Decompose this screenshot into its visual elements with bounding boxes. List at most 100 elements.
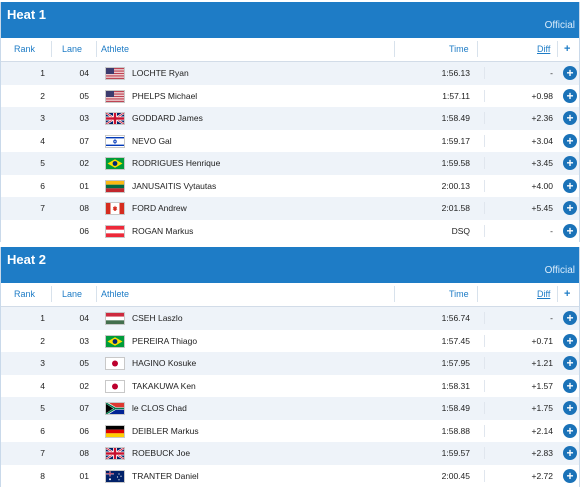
time-cell: DSQ — [451, 225, 470, 236]
table-row[interactable]: 1 04 CSEH Laszlo 1:56.74 - + — [1, 307, 579, 330]
expand-row-plus-icon[interactable]: + — [563, 311, 577, 325]
diff-cell: +2.36 — [531, 113, 553, 123]
diff-cell: - — [550, 313, 553, 323]
athlete-name[interactable]: HAGINO Kosuke — [132, 358, 197, 368]
table-row[interactable]: 6 06 DEIBLER Markus 1:58.88 +2.14 + — [1, 419, 579, 442]
athlete-name[interactable]: JANUSAITIS Vytautas — [132, 180, 217, 191]
rank-cell: 4 — [40, 135, 45, 146]
rank-cell: 6 — [40, 180, 45, 191]
col-lane[interactable]: Lane — [62, 289, 83, 299]
cell-divider — [484, 447, 485, 459]
athlete-name[interactable]: CSEH Laszlo — [132, 313, 183, 323]
time-cell: 1:56.13 — [441, 68, 470, 78]
col-athlete[interactable]: Athlete — [101, 289, 130, 299]
jpn-flag-icon — [105, 379, 125, 393]
isr-flag-icon — [105, 134, 125, 148]
column-divider — [96, 286, 97, 302]
expand-row-plus-icon[interactable]: + — [563, 66, 577, 80]
athlete-name[interactable]: le CLOS Chad — [132, 403, 187, 413]
expand-row-plus-icon[interactable]: + — [563, 88, 577, 103]
aut-flag-icon — [105, 224, 125, 238]
column-divider — [477, 41, 478, 57]
cell-divider — [484, 402, 485, 414]
table-row[interactable]: 4 07 NEVO Gal 1:59.17 +3.04 + — [1, 129, 579, 152]
cell-divider — [484, 67, 485, 79]
lane-cell: 06 — [79, 225, 89, 236]
expand-row-plus-icon[interactable]: + — [563, 333, 577, 348]
column-divider — [557, 41, 558, 57]
jpn-flag-icon — [105, 357, 125, 370]
heat-status: Official — [544, 265, 575, 276]
athlete-name[interactable]: PHELPS Michael — [132, 90, 198, 101]
expand-all-icon[interactable]: + — [564, 288, 571, 300]
col-diff[interactable]: Diff — [537, 44, 551, 54]
cell-divider — [484, 202, 485, 214]
expand-row-plus-icon[interactable]: + — [563, 201, 577, 215]
athlete-name[interactable]: TRANTER Daniel — [132, 470, 199, 481]
col-lane[interactable]: Lane — [62, 44, 83, 54]
col-rank[interactable]: Rank — [14, 44, 36, 54]
lane-cell: 07 — [79, 135, 89, 146]
cell-divider — [484, 157, 485, 169]
expand-row-plus-icon[interactable]: + — [563, 378, 577, 393]
lane-cell: 04 — [79, 68, 89, 78]
expand-all-icon[interactable]: + — [564, 43, 571, 55]
athlete-name[interactable]: FORD Andrew — [132, 203, 187, 213]
table-row[interactable]: 2 03 PEREIRA Thiago 1:57.45 +0.71 + — [1, 329, 579, 352]
athlete-name[interactable]: ROGAN Markus — [132, 225, 194, 236]
table-row[interactable]: 06 ROGAN Markus DSQ - + — [1, 219, 579, 242]
table-row[interactable]: 7 08 FORD Andrew 2:01.58 +5.45 + — [1, 197, 579, 220]
heat-1-table: Heat 1 Official Rank Lane Athlete Time D… — [0, 2, 580, 242]
athlete-name[interactable]: TAKAKUWA Ken — [132, 380, 196, 391]
rsa-flag-icon — [105, 402, 125, 415]
expand-row-plus-icon[interactable]: + — [563, 133, 577, 148]
athlete-name[interactable]: ROEBUCK Joe — [132, 448, 191, 458]
lane-cell: 07 — [79, 403, 89, 413]
expand-row-plus-icon[interactable]: + — [563, 401, 577, 415]
table-row[interactable]: 8 01 TRANTER Daniel 2:00.45 +2.72 + — [1, 464, 579, 487]
athlete-name[interactable]: NEVO Gal — [132, 135, 172, 146]
usa-flag-icon — [105, 89, 125, 103]
athlete-name[interactable]: PEREIRA Thiago — [132, 335, 198, 346]
expand-row-plus-icon[interactable]: + — [563, 223, 577, 238]
column-headers: Rank Lane Athlete Time Diff + — [1, 38, 579, 62]
athlete-name[interactable]: GODDARD James — [132, 113, 203, 123]
athlete-name[interactable]: RODRIGUES Henrique — [132, 158, 221, 168]
rank-cell: 3 — [40, 113, 45, 123]
diff-cell: - — [550, 225, 553, 236]
time-cell: 1:57.95 — [441, 358, 470, 368]
table-row[interactable]: 3 05 HAGINO Kosuke 1:57.95 +1.21 + — [1, 352, 579, 375]
rank-cell: 7 — [40, 448, 45, 458]
col-diff[interactable]: Diff — [537, 289, 551, 299]
table-row[interactable]: 2 05 PHELPS Michael 1:57.11 +0.98 + — [1, 84, 579, 107]
athlete-name[interactable]: LOCHTE Ryan — [132, 68, 189, 78]
table-row[interactable]: 7 08 ROEBUCK Joe 1:59.57 +2.83 + — [1, 442, 579, 465]
table-row[interactable]: 5 07 le CLOS Chad 1:58.49 +1.75 + — [1, 397, 579, 420]
table-row[interactable]: 3 03 GODDARD James 1:58.49 +2.36 + — [1, 107, 579, 130]
col-time[interactable]: Time — [449, 289, 469, 299]
col-time[interactable]: Time — [449, 44, 469, 54]
table-row[interactable]: 4 02 TAKAKUWA Ken 1:58.31 +1.57 + — [1, 374, 579, 397]
time-cell: 1:57.45 — [441, 335, 470, 346]
expand-row-plus-icon[interactable]: + — [563, 356, 577, 370]
expand-row-plus-icon[interactable]: + — [563, 468, 577, 483]
cell-divider — [484, 334, 485, 347]
expand-row-plus-icon[interactable]: + — [563, 178, 577, 193]
expand-row-plus-icon[interactable]: + — [563, 446, 577, 460]
expand-row-plus-icon[interactable]: + — [563, 156, 577, 170]
rank-cell: 7 — [40, 203, 45, 213]
athlete-name[interactable]: DEIBLER Markus — [132, 425, 199, 436]
rank-cell: 5 — [40, 158, 45, 168]
expand-row-plus-icon[interactable]: + — [563, 111, 577, 125]
ltu-flag-icon — [105, 179, 125, 193]
heat-1-rows: 1 04 LOCHTE Ryan 1:56.13- +2 05 PHELPS Michael… — [1, 62, 579, 242]
cell-divider — [484, 379, 485, 392]
expand-row-plus-icon[interactable]: + — [563, 423, 577, 438]
col-rank[interactable]: Rank — [14, 289, 36, 299]
table-row[interactable]: 1 04 LOCHTE Ryan 1:56.13 - + — [1, 62, 579, 85]
diff-cell: - — [550, 68, 553, 78]
diff-cell: +3.04 — [531, 135, 553, 146]
col-athlete[interactable]: Athlete — [101, 44, 130, 54]
table-row[interactable]: 6 01 JANUSAITIS Vytautas 2:00.13 +4.00 + — [1, 174, 579, 197]
table-row[interactable]: 5 02 RODRIGUES Henrique 1:59.58 +3.45 + — [1, 152, 579, 175]
